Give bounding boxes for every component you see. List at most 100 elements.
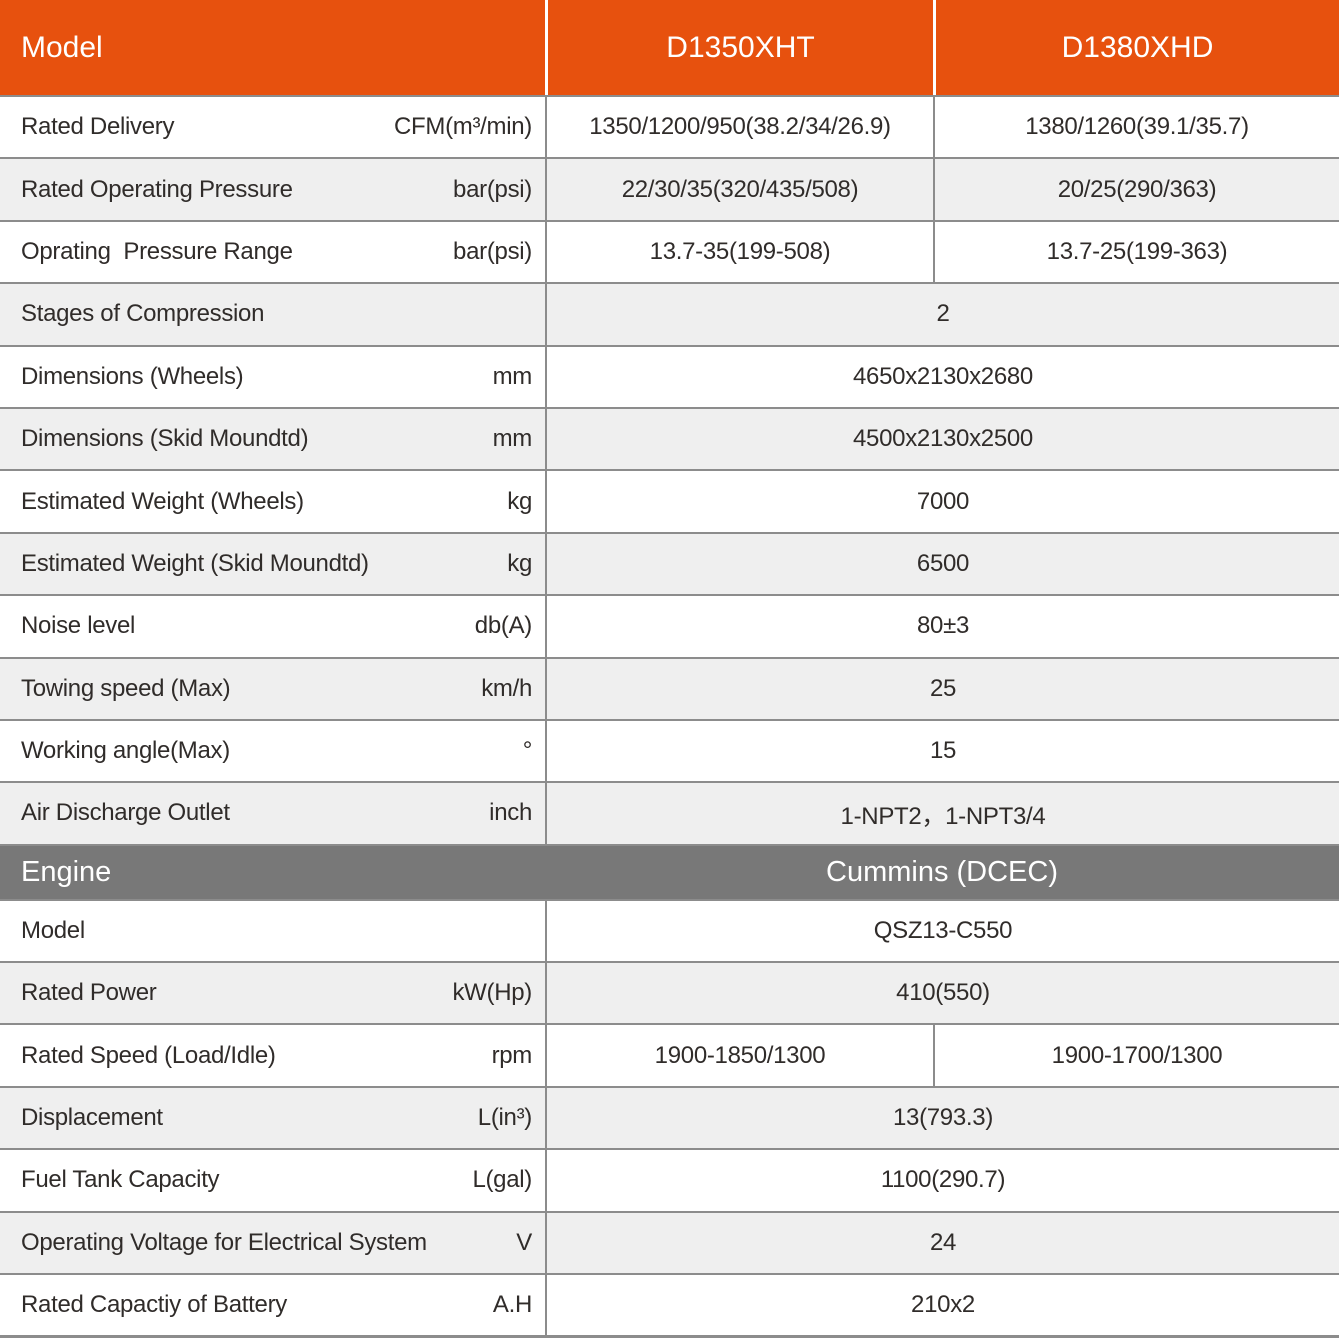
table-row-stages-of-compression: Stages of Compression 2 bbox=[0, 282, 1339, 345]
row-value-merged: 15 bbox=[545, 720, 1339, 782]
row-unit: L(gal) bbox=[472, 1166, 532, 1194]
row-value-merged: 24 bbox=[545, 1212, 1339, 1274]
row-value-merged: 210x2 bbox=[545, 1275, 1339, 1336]
row-label: Estimated Weight (Wheels) bbox=[21, 487, 304, 515]
row-label: Rated Delivery bbox=[21, 113, 175, 141]
row-value-merged: 410(550) bbox=[545, 963, 1339, 1024]
row-value-merged: 2 bbox=[545, 284, 1339, 345]
row-unit: db(A) bbox=[474, 612, 533, 640]
row-unit: kg bbox=[507, 549, 532, 577]
row-value-merged: 1100(290.7) bbox=[545, 1150, 1339, 1211]
row-label: Stages of Compression bbox=[21, 300, 265, 328]
row-label: Dimensions (Wheels) bbox=[21, 362, 244, 390]
table-row-battery-capacity: Rated Capactiy of Battery A.H 210x2 bbox=[0, 1273, 1339, 1336]
table-row-rated-speed: Rated Speed (Load/Idle) rpm 1900-1850/13… bbox=[0, 1023, 1339, 1086]
row-label-cell: Rated Speed (Load/Idle) rpm bbox=[0, 1025, 545, 1085]
row-label: Towing speed (Max) bbox=[21, 674, 231, 702]
row-label: Estimated Weight (Skid Moundtd) bbox=[21, 549, 369, 577]
header-model-label: Model bbox=[21, 30, 103, 64]
row-value-merged: 6500 bbox=[545, 533, 1339, 595]
row-label-cell: Dimensions (Wheels) mm bbox=[0, 347, 545, 407]
table-row-estimated-weight-skid: Estimated Weight (Skid Moundtd) kg 6500 bbox=[0, 531, 1339, 595]
row-label: Fuel Tank Capacity bbox=[21, 1166, 220, 1194]
table-row-noise-level: Noise level db(A) 80±3 bbox=[0, 594, 1339, 657]
row-label-cell: Rated Capactiy of Battery A.H bbox=[0, 1275, 545, 1335]
row-label: Oprating Pressure Range bbox=[21, 237, 293, 265]
row-value-merged: 4650x2130x2680 bbox=[545, 346, 1339, 407]
row-label: Model bbox=[21, 916, 85, 944]
row-value-d1350xht: 1900-1850/1300 bbox=[545, 1025, 933, 1086]
row-label-cell: Stages of Compression bbox=[0, 284, 545, 344]
header-col-d1380xhd: D1380XHD bbox=[933, 0, 1339, 95]
table-row-dimensions-wheels: Dimensions (Wheels) mm 4650x2130x2680 bbox=[0, 344, 1339, 407]
row-value-d1380xhd: 20/25(290/363) bbox=[933, 159, 1339, 220]
row-value-d1380xhd: 1380/1260(39.1/35.7) bbox=[933, 97, 1339, 158]
table-row-towing-speed: Towing speed (Max) km/h 25 bbox=[0, 656, 1339, 719]
row-unit: A.H bbox=[492, 1291, 532, 1319]
table-row-operating-pressure-range: Oprating Pressure Range bar(psi) 13.7-35… bbox=[0, 219, 1339, 283]
row-label-cell: Estimated Weight (Wheels) kg bbox=[0, 471, 545, 531]
row-value-merged: 13(793.3) bbox=[545, 1087, 1339, 1149]
row-unit: rpm bbox=[491, 1041, 533, 1069]
row-unit: kg bbox=[507, 487, 532, 515]
row-value-merged: QSZ13-C550 bbox=[545, 900, 1339, 962]
row-label-cell: Fuel Tank Capacity L(gal) bbox=[0, 1150, 545, 1210]
row-value-d1350xht: 1350/1200/950(38.2/34/26.9) bbox=[545, 97, 933, 158]
table-row-dimensions-skid: Dimensions (Skid Moundtd) mm 4500x2130x2… bbox=[0, 406, 1339, 470]
row-label: Rated Speed (Load/Idle) bbox=[21, 1041, 276, 1069]
row-label-cell: Working angle(Max) ° bbox=[0, 721, 545, 781]
row-label: Rated Power bbox=[21, 979, 157, 1007]
row-label: Working angle(Max) bbox=[21, 737, 230, 765]
row-label-cell: Oprating Pressure Range bar(psi) bbox=[0, 222, 545, 282]
row-label-cell: Model bbox=[0, 901, 545, 961]
row-label-cell: Estimated Weight (Skid Moundtd) kg bbox=[0, 534, 545, 594]
table-row-operating-voltage: Operating Voltage for Electrical System … bbox=[0, 1210, 1339, 1274]
row-value-d1350xht: 13.7-35(199-508) bbox=[545, 221, 933, 283]
row-unit: kW(Hp) bbox=[452, 979, 532, 1007]
row-label-cell: Rated Operating Pressure bar(psi) bbox=[0, 159, 545, 219]
row-label: Air Discharge Outlet bbox=[21, 799, 230, 827]
row-value-merged: 80±3 bbox=[545, 596, 1339, 657]
row-label-cell: Operating Voltage for Electrical System … bbox=[0, 1213, 545, 1273]
row-value-merged: 25 bbox=[545, 658, 1339, 719]
row-label-cell: Towing speed (Max) km/h bbox=[0, 659, 545, 719]
row-unit: km/h bbox=[481, 674, 532, 702]
table-row-rated-operating-pressure: Rated Operating Pressure bar(psi) 22/30/… bbox=[0, 157, 1339, 220]
row-label-cell: Displacement L(in³) bbox=[0, 1088, 545, 1148]
engine-section-label: Engine bbox=[21, 855, 112, 888]
row-value-merged: 1-NPT2，1-NPT3/4 bbox=[545, 783, 1339, 844]
row-label: Rated Operating Pressure bbox=[21, 175, 293, 203]
row-value-d1380xhd: 13.7-25(199-363) bbox=[933, 221, 1339, 283]
row-unit: mm bbox=[492, 362, 533, 390]
row-value-merged: 7000 bbox=[545, 471, 1339, 532]
engine-section-value: Cummins (DCEC) bbox=[826, 855, 1058, 888]
row-unit: mm bbox=[492, 425, 533, 453]
row-label-cell: Rated Power kW(Hp) bbox=[0, 963, 545, 1023]
row-label-cell: Noise level db(A) bbox=[0, 596, 545, 656]
row-value-merged: 4500x2130x2500 bbox=[545, 408, 1339, 470]
table-row-rated-delivery: Rated Delivery CFM(m³/min) 1350/1200/950… bbox=[0, 95, 1339, 158]
table-row-engine-model: Model QSZ13-C550 bbox=[0, 898, 1339, 962]
table-row-air-discharge-outlet: Air Discharge Outlet inch 1-NPT2，1-NPT3/… bbox=[0, 781, 1339, 844]
table-row-fuel-tank-capacity: Fuel Tank Capacity L(gal) 1100(290.7) bbox=[0, 1148, 1339, 1211]
row-label: Dimensions (Skid Moundtd) bbox=[21, 425, 309, 453]
row-unit: ° bbox=[522, 737, 533, 765]
table-header-row: Model D1350XHT D1380XHD bbox=[0, 0, 1339, 95]
row-value-d1380xhd: 1900-1700/1300 bbox=[933, 1025, 1339, 1086]
row-label: Rated Capactiy of Battery bbox=[21, 1291, 287, 1319]
table-row-estimated-weight-wheels: Estimated Weight (Wheels) kg 7000 bbox=[0, 469, 1339, 532]
row-label-cell: Air Discharge Outlet inch bbox=[0, 783, 545, 843]
row-value-d1350xht: 22/30/35(320/435/508) bbox=[545, 159, 933, 220]
row-label: Displacement bbox=[21, 1104, 163, 1132]
row-unit: inch bbox=[489, 799, 532, 827]
row-unit: L(in³) bbox=[477, 1104, 533, 1132]
table-row-rated-power: Rated Power kW(Hp) 410(550) bbox=[0, 961, 1339, 1024]
row-unit: bar(psi) bbox=[453, 237, 532, 265]
row-unit: CFM(m³/min) bbox=[394, 113, 532, 141]
header-col-d1350xht: D1350XHT bbox=[545, 0, 933, 95]
row-label-cell: Rated Delivery CFM(m³/min) bbox=[0, 97, 545, 157]
row-label-cell: Dimensions (Skid Moundtd) mm bbox=[0, 409, 545, 469]
table-row-working-angle: Working angle(Max) ° 15 bbox=[0, 718, 1339, 782]
row-unit: V bbox=[516, 1228, 532, 1256]
